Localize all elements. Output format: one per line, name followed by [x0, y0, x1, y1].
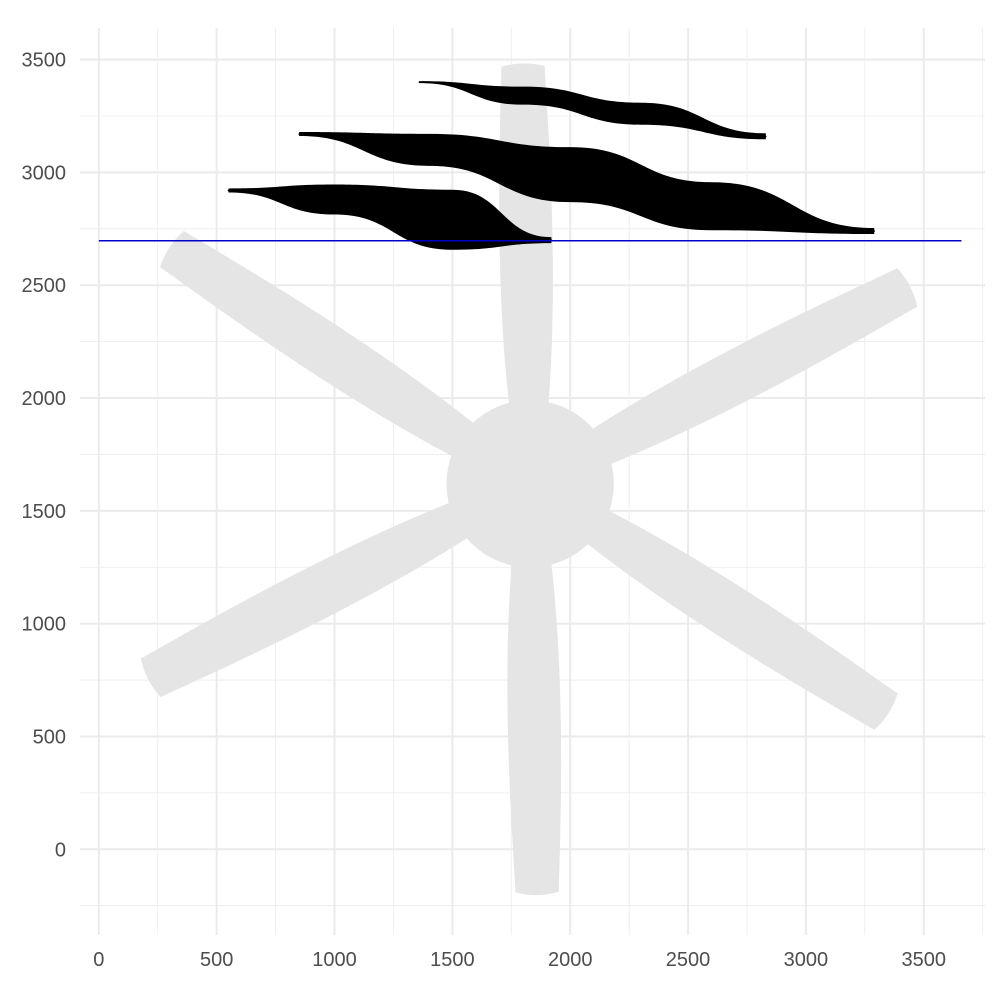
y-tick-label: 1500 — [22, 501, 67, 523]
y-tick-label: 2000 — [22, 388, 67, 410]
propeller-blade — [160, 231, 501, 472]
series-point — [227, 189, 230, 192]
series-point — [451, 218, 454, 221]
series-line — [299, 132, 875, 235]
y-tick-label: 500 — [33, 726, 66, 748]
y-tick-label: 3500 — [22, 50, 67, 72]
x-tick-label: 1000 — [312, 949, 357, 971]
propeller-blade — [507, 529, 562, 896]
propeller-blade — [499, 63, 553, 439]
y-tick-label: 2500 — [22, 275, 67, 297]
x-tick-label: 3500 — [901, 949, 946, 971]
series-point — [522, 94, 524, 97]
propeller-background — [140, 63, 918, 896]
x-tick-label: 2500 — [666, 949, 711, 971]
series-point — [710, 205, 713, 208]
x-tick-label: 1500 — [430, 949, 475, 971]
series-layer — [227, 81, 876, 250]
propeller-hub — [446, 400, 614, 568]
series-point — [569, 173, 572, 176]
series-line — [228, 184, 552, 250]
series-line — [419, 81, 766, 140]
x-axis-ticks: 0 500 1000 1500 2000 2500 3000 3500 — [93, 949, 946, 971]
x-tick-label: 3000 — [784, 949, 829, 971]
propeller-blade — [140, 490, 497, 698]
y-tick-label: 1000 — [22, 614, 67, 636]
series-point — [765, 135, 767, 138]
y-tick-label: 0 — [55, 839, 66, 861]
x-tick-label: 500 — [200, 949, 233, 971]
x-tick-label: 2000 — [548, 949, 593, 971]
series-point — [873, 230, 876, 232]
series-point — [428, 149, 430, 151]
series-point — [298, 133, 300, 135]
x-tick-label: 0 — [93, 949, 104, 971]
series-point — [640, 112, 642, 115]
propeller-blade — [563, 268, 918, 477]
y-axis-ticks: 0 500 1000 1500 2000 2500 3000 3500 — [22, 50, 67, 862]
series-point — [333, 198, 336, 201]
y-tick-label: 3000 — [22, 162, 67, 184]
series-point — [418, 81, 421, 83]
propeller-blade — [560, 495, 898, 730]
